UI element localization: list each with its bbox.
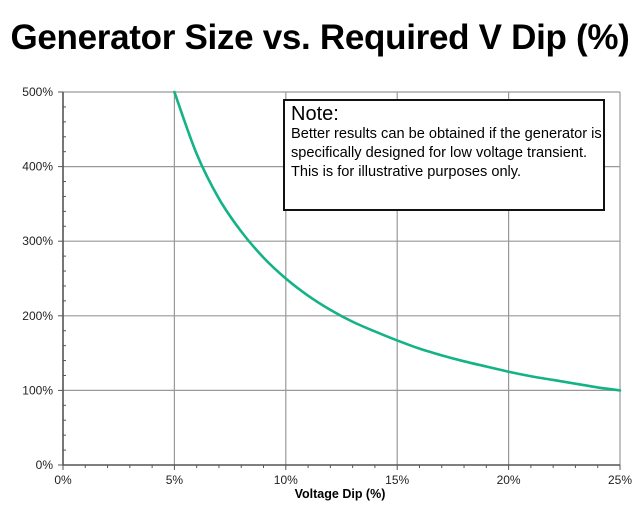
data-series-line xyxy=(173,90,622,392)
x-axis-label: Voltage Dip (%) xyxy=(294,487,386,501)
y-tick-label: 400% xyxy=(22,160,53,174)
y-tick-label: 0% xyxy=(36,458,54,472)
x-tick-label: 20% xyxy=(497,473,521,487)
y-tick-label: 300% xyxy=(22,234,53,248)
x-tick-label: 15% xyxy=(385,473,409,487)
axes xyxy=(58,91,621,470)
y-tick-label: 500% xyxy=(22,85,53,99)
tick-labels: 0% 5% 10% 15% 20% 25% 0% 100% 200% 300% 400% 500% xyxy=(22,85,632,487)
x-tick-label: 0% xyxy=(54,473,72,487)
x-tick-label: 10% xyxy=(274,473,298,487)
y-tick-label: 200% xyxy=(22,309,53,323)
x-tick-label: 5% xyxy=(166,473,184,487)
y-tick-label: 100% xyxy=(22,383,53,397)
note-annotation-box: Note: Better results can be obtained if … xyxy=(283,99,605,211)
note-text: Better results can be obtained if the ge… xyxy=(291,126,602,180)
chart-title: Generator Size vs. Required V Dip (%) xyxy=(10,18,630,57)
note-heading: Note: xyxy=(291,103,339,125)
x-tick-label: 25% xyxy=(608,473,632,487)
